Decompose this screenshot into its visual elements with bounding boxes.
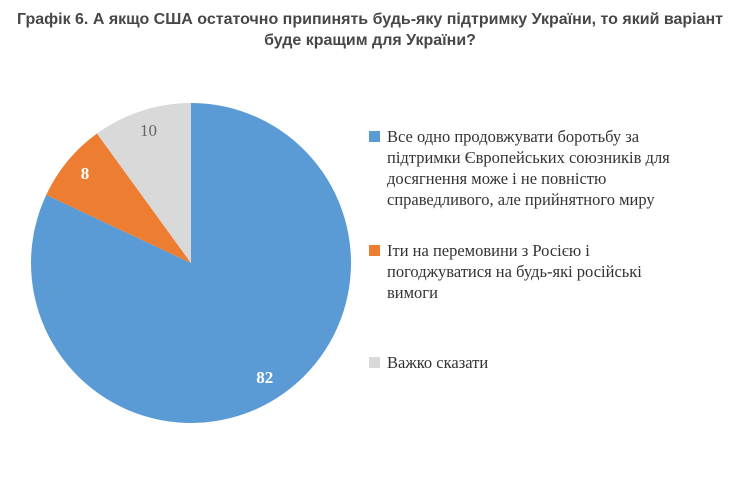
legend-item-continue-fight: Все одно продовжувати боротьбу за підтри… bbox=[369, 126, 670, 210]
legend-label-hard-to-say: Важко сказати bbox=[387, 352, 488, 373]
legend-label-continue-fight: Все одно продовжувати боротьбу за підтри… bbox=[387, 126, 670, 210]
legend-label-line: досягнення може і не повністю bbox=[387, 169, 607, 188]
chart-title-line-2: буде кращим для України? bbox=[264, 32, 476, 49]
legend-label-line: справедливого, але прийнятного миру bbox=[387, 190, 655, 209]
legend-item-negotiate-russia: Іти на перемовини з Росією і погоджувати… bbox=[369, 240, 642, 303]
chart-legend: Все одно продовжувати боротьбу за підтри… bbox=[369, 0, 724, 496]
chart-title-line-1: Графік 6. А якщо США остаточно припинять… bbox=[17, 11, 723, 28]
pie-slice-label: 10 bbox=[140, 121, 157, 140]
legend-swatch-gray bbox=[369, 357, 380, 368]
pie-slice bbox=[96, 103, 191, 263]
legend-label-line: Іти на перемовини з Росією і bbox=[387, 241, 590, 260]
pie-slice-label: 8 bbox=[81, 164, 90, 183]
legend-label-line: Важко сказати bbox=[387, 353, 489, 372]
legend-label-line: Все одно продовжувати боротьбу за bbox=[387, 127, 640, 146]
legend-label-negotiate-russia: Іти на перемовини з Росією і погоджувати… bbox=[387, 240, 642, 303]
legend-label-line: погоджуватися на будь-які російські bbox=[387, 262, 642, 281]
chart-title: Графік 6. А якщо США остаточно припинять… bbox=[0, 9, 740, 51]
pie-slice bbox=[46, 133, 192, 263]
pie-slice bbox=[31, 103, 352, 423]
legend-swatch-orange bbox=[369, 245, 380, 256]
legend-swatch-blue bbox=[369, 131, 380, 142]
legend-item-hard-to-say: Важко сказати bbox=[369, 352, 488, 373]
legend-label-line: підтримки Європейських союзників для bbox=[387, 148, 670, 167]
pie-slice-label: 82 bbox=[256, 368, 273, 387]
legend-label-line: вимоги bbox=[387, 283, 438, 302]
